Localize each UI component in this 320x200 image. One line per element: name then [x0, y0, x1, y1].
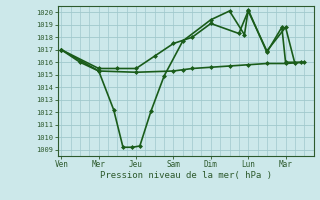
X-axis label: Pression niveau de la mer( hPa ): Pression niveau de la mer( hPa ) — [100, 171, 272, 180]
